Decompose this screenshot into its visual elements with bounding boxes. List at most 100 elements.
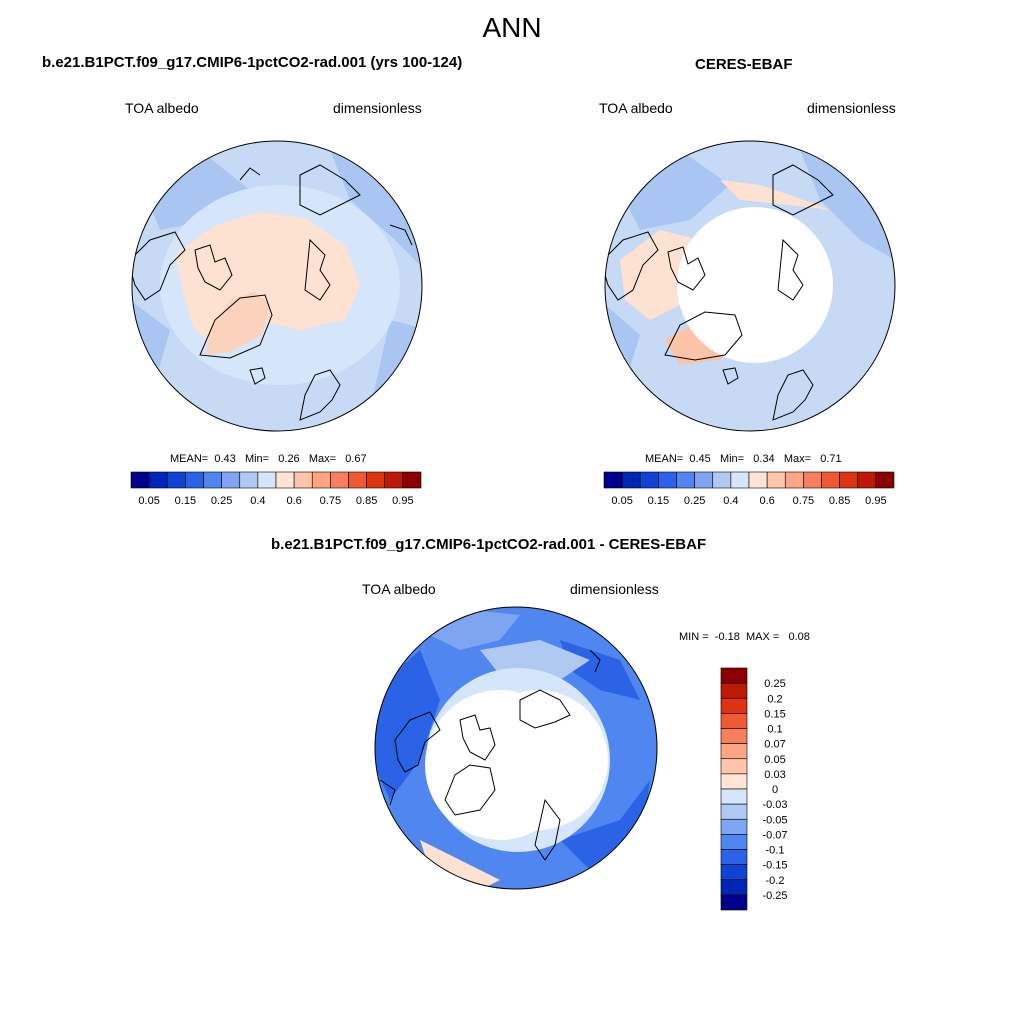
panel3-variable-label: TOA albedo (362, 581, 436, 597)
max-value: 0.08 (788, 631, 810, 643)
ceres-albedo-map (604, 140, 896, 432)
colorbar-swatch (720, 864, 748, 881)
colorbar-swatch (384, 471, 404, 489)
max-label: Max= (783, 453, 812, 465)
panel3-stats: MIN = -0.18 MAX = 0.08 (679, 631, 810, 643)
min-value: 0.26 (278, 453, 300, 465)
colorbar-swatch (720, 743, 748, 760)
colorbar-swatch (203, 471, 222, 489)
colorbar-swatch (130, 471, 150, 489)
panel2-title: CERES-EBAF (695, 56, 793, 73)
colorbar-swatch (603, 471, 623, 489)
mean-value: 0.45 (689, 453, 711, 465)
mean-value: 0.43 (214, 453, 236, 465)
colorbar-tick-label: 0.75 (320, 495, 341, 507)
colorbar-tick-label: 0.25 (684, 495, 705, 507)
colorbar-swatch (821, 471, 840, 489)
colorbar-swatch (720, 728, 748, 744)
colorbar-tick-label: 0.05 (611, 495, 632, 507)
colorbar-swatch (720, 879, 748, 896)
colorbar-tick-label: 0.15 (764, 708, 785, 720)
colorbar-swatch (366, 471, 386, 489)
panel1-units-label: dimensionless (333, 100, 422, 116)
colorbar-swatch (839, 471, 859, 489)
colorbar-swatch (621, 471, 641, 489)
colorbar-swatch (348, 471, 367, 489)
colorbar-difference: 0.25 0.2 0.15 0.1 0.07 0.05 0.03 0 -0.03 -0.05 -0.… (720, 667, 788, 911)
min-label: Min= (244, 453, 270, 465)
colorbar-swatch (712, 471, 732, 489)
colorbar-swatch (402, 471, 422, 489)
colorbar-tick-label: 0.75 (793, 495, 814, 507)
colorbar-tick-label: 0.6 (286, 495, 301, 507)
colorbar-model: 0.05 0.15 0.25 0.4 0.6 0.75 0.85 0.95 (130, 471, 422, 507)
min-value: -0.18 (714, 631, 740, 643)
colorbar-tick-label: 0.03 (764, 769, 785, 781)
colorbar-swatch (720, 894, 748, 911)
min-value: 0.34 (753, 453, 775, 465)
colorbar-tick-label: 0.6 (759, 495, 774, 507)
max-value: 0.71 (820, 453, 842, 465)
colorbar-tick-label: 0.25 (764, 678, 785, 690)
colorbar-swatch (720, 834, 748, 850)
colorbar-swatch (784, 471, 804, 489)
colorbar-tick-label: -0.05 (762, 814, 787, 826)
colorbar-swatch (639, 471, 659, 489)
colorbar-tick-label: 0 (772, 784, 778, 796)
colorbar-swatch (766, 471, 786, 489)
colorbar-swatch (720, 682, 748, 699)
colorbar-tick-label: 0.85 (829, 495, 850, 507)
colorbar-swatch (720, 667, 748, 684)
max-value: 0.67 (345, 453, 367, 465)
model-albedo-map (131, 140, 423, 432)
panel3-title: b.e21.B1PCT.f09_g17.CMIP6-1pctCO2-rad.00… (271, 536, 707, 553)
panel1-variable-label: TOA albedo (125, 100, 199, 116)
panel2-units-label: dimensionless (807, 100, 896, 116)
colorbar-swatch (658, 471, 677, 489)
colorbar-tick-label: 0.1 (767, 724, 782, 736)
colorbar-tick-label: 0.95 (865, 495, 886, 507)
max-label: MAX = (745, 631, 780, 643)
colorbar-swatch (694, 471, 714, 489)
colorbar-swatch (857, 471, 877, 489)
colorbar-ceres: 0.05 0.15 0.25 0.4 0.6 0.75 0.85 0.95 (603, 471, 895, 507)
colorbar-swatch (720, 788, 748, 805)
colorbar-swatch (875, 471, 895, 489)
colorbar-tick-label: 0.15 (175, 495, 196, 507)
colorbar-swatch (720, 849, 748, 865)
difference-albedo-map (374, 606, 658, 890)
colorbar-tick-label: -0.03 (762, 799, 787, 811)
colorbar-swatch (185, 471, 204, 489)
colorbar-swatch (293, 471, 313, 489)
colorbar-tick-label: 0.4 (723, 495, 738, 507)
colorbar-tick-label: 0.2 (767, 693, 782, 705)
colorbar-tick-label: -0.07 (762, 829, 787, 841)
colorbar-swatch (148, 471, 168, 489)
panel2-variable-label: TOA albedo (599, 100, 673, 116)
colorbar-swatch (311, 471, 331, 489)
colorbar-swatch (720, 818, 748, 835)
colorbar-swatch (275, 471, 295, 489)
mean-label: MEAN= (170, 453, 209, 465)
colorbar-tick-label: 0.07 (764, 739, 785, 751)
max-label: Max= (308, 453, 337, 465)
panel1-title: b.e21.B1PCT.f09_g17.CMIP6-1pctCO2-rad.00… (42, 54, 463, 71)
colorbar-tick-label: 0.4 (250, 495, 265, 507)
colorbar-tick-label: -0.15 (762, 860, 787, 872)
colorbar-tick-label: -0.25 (762, 890, 787, 902)
colorbar-swatch (720, 773, 748, 790)
colorbar-swatch (221, 471, 241, 489)
colorbar-tick-label: -0.1 (766, 845, 785, 857)
mean-label: MEAN= (645, 453, 684, 465)
min-label: Min= (719, 453, 745, 465)
colorbar-tick-label: 0.15 (648, 495, 669, 507)
colorbar-tick-label: 0.25 (211, 495, 232, 507)
colorbar-tick-label: 0.05 (764, 754, 785, 766)
colorbar-swatch (239, 471, 259, 489)
min-label: MIN = (679, 631, 709, 643)
colorbar-swatch (720, 803, 748, 820)
colorbar-tick-label: 0.05 (138, 495, 159, 507)
colorbar-swatch (748, 471, 768, 489)
colorbar-tick-label: 0.95 (392, 495, 413, 507)
